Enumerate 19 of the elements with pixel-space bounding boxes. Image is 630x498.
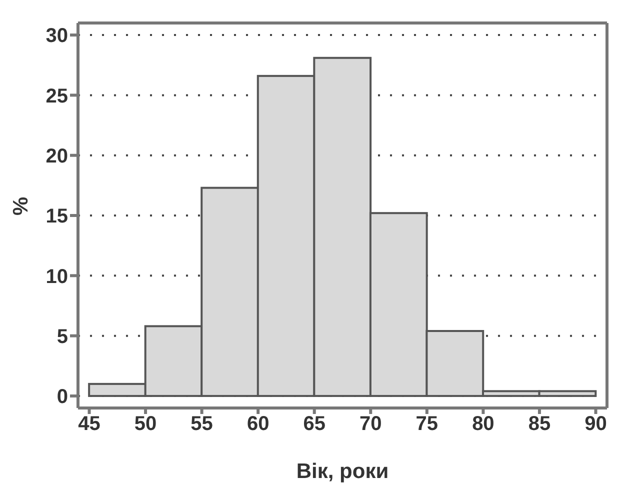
- x-tick-label: 75: [416, 413, 438, 436]
- y-tick-label: 5: [56, 326, 68, 348]
- x-tick-label: 90: [584, 413, 607, 436]
- x-tick-label: 55: [190, 413, 213, 436]
- y-tick-label: 10: [46, 266, 68, 288]
- y-tick-label: 0: [56, 386, 68, 408]
- x-tick-label: 60: [246, 413, 270, 436]
- y-tick-label: 20: [46, 145, 68, 168]
- x-tick-label: 80: [472, 413, 494, 436]
- x-tick-label: 70: [360, 413, 382, 436]
- y-tick-label: 15: [46, 206, 68, 228]
- y-axis-title: %: [9, 196, 32, 216]
- x-tick-label: 45: [78, 413, 100, 436]
- x-tick-label: 65: [303, 413, 326, 436]
- x-tick-label: 85: [528, 413, 551, 436]
- x-axis-title: Вік, роки: [296, 460, 389, 483]
- y-tick-label: 30: [46, 25, 68, 48]
- y-tick-label: 25: [46, 85, 68, 108]
- x-tick-label: 50: [134, 413, 157, 436]
